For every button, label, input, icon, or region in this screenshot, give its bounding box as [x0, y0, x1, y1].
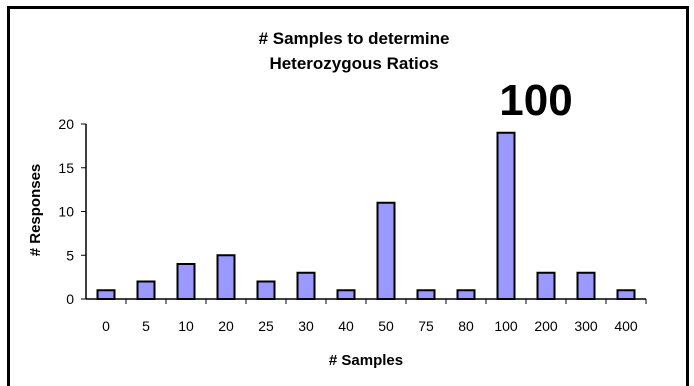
y-axis-label: # Responses — [27, 164, 44, 257]
y-tick-label: 0 — [66, 291, 74, 307]
bar-5 — [136, 280, 156, 300]
x-tick-label: 30 — [298, 318, 314, 334]
chart-frame — [7, 6, 689, 386]
x-tick-label: 100 — [494, 318, 518, 334]
bar-80 — [456, 289, 476, 300]
bar-25 — [256, 280, 276, 300]
chart-title-line2: Heterozygous Ratios — [269, 54, 438, 73]
bar-40 — [336, 289, 356, 300]
chart-title-line1: # Samples to determine — [259, 29, 450, 48]
highlight-annotation: 100 — [499, 76, 572, 125]
y-tick-label: 20 — [58, 116, 74, 132]
x-tick-label: 10 — [178, 318, 194, 334]
x-tick-label: 400 — [614, 318, 638, 334]
bar-10 — [176, 263, 196, 300]
bar-300 — [576, 271, 596, 300]
x-tick-label: 20 — [218, 318, 234, 334]
x-tick-label: 25 — [258, 318, 274, 334]
x-axis-label: # Samples — [329, 352, 403, 369]
bar-20 — [216, 254, 236, 300]
bar-30 — [296, 271, 316, 300]
bar-0 — [96, 289, 116, 300]
y-tick-label: 5 — [66, 247, 74, 263]
y-tick-label: 10 — [58, 204, 74, 220]
x-tick-label: 0 — [102, 318, 110, 334]
x-tick-label: 75 — [418, 318, 434, 334]
bar-100 — [496, 131, 516, 300]
bar-200 — [536, 271, 556, 300]
x-tick-label: 300 — [574, 318, 598, 334]
bar-400 — [616, 289, 636, 300]
x-tick-label: 200 — [534, 318, 558, 334]
x-tick-label: 40 — [338, 318, 354, 334]
x-tick-label: 80 — [458, 318, 474, 334]
x-tick-label: 50 — [378, 318, 394, 334]
bar-50 — [376, 201, 396, 300]
bar-75 — [416, 289, 436, 300]
x-tick-label: 5 — [142, 318, 150, 334]
y-tick-label: 15 — [58, 160, 74, 176]
